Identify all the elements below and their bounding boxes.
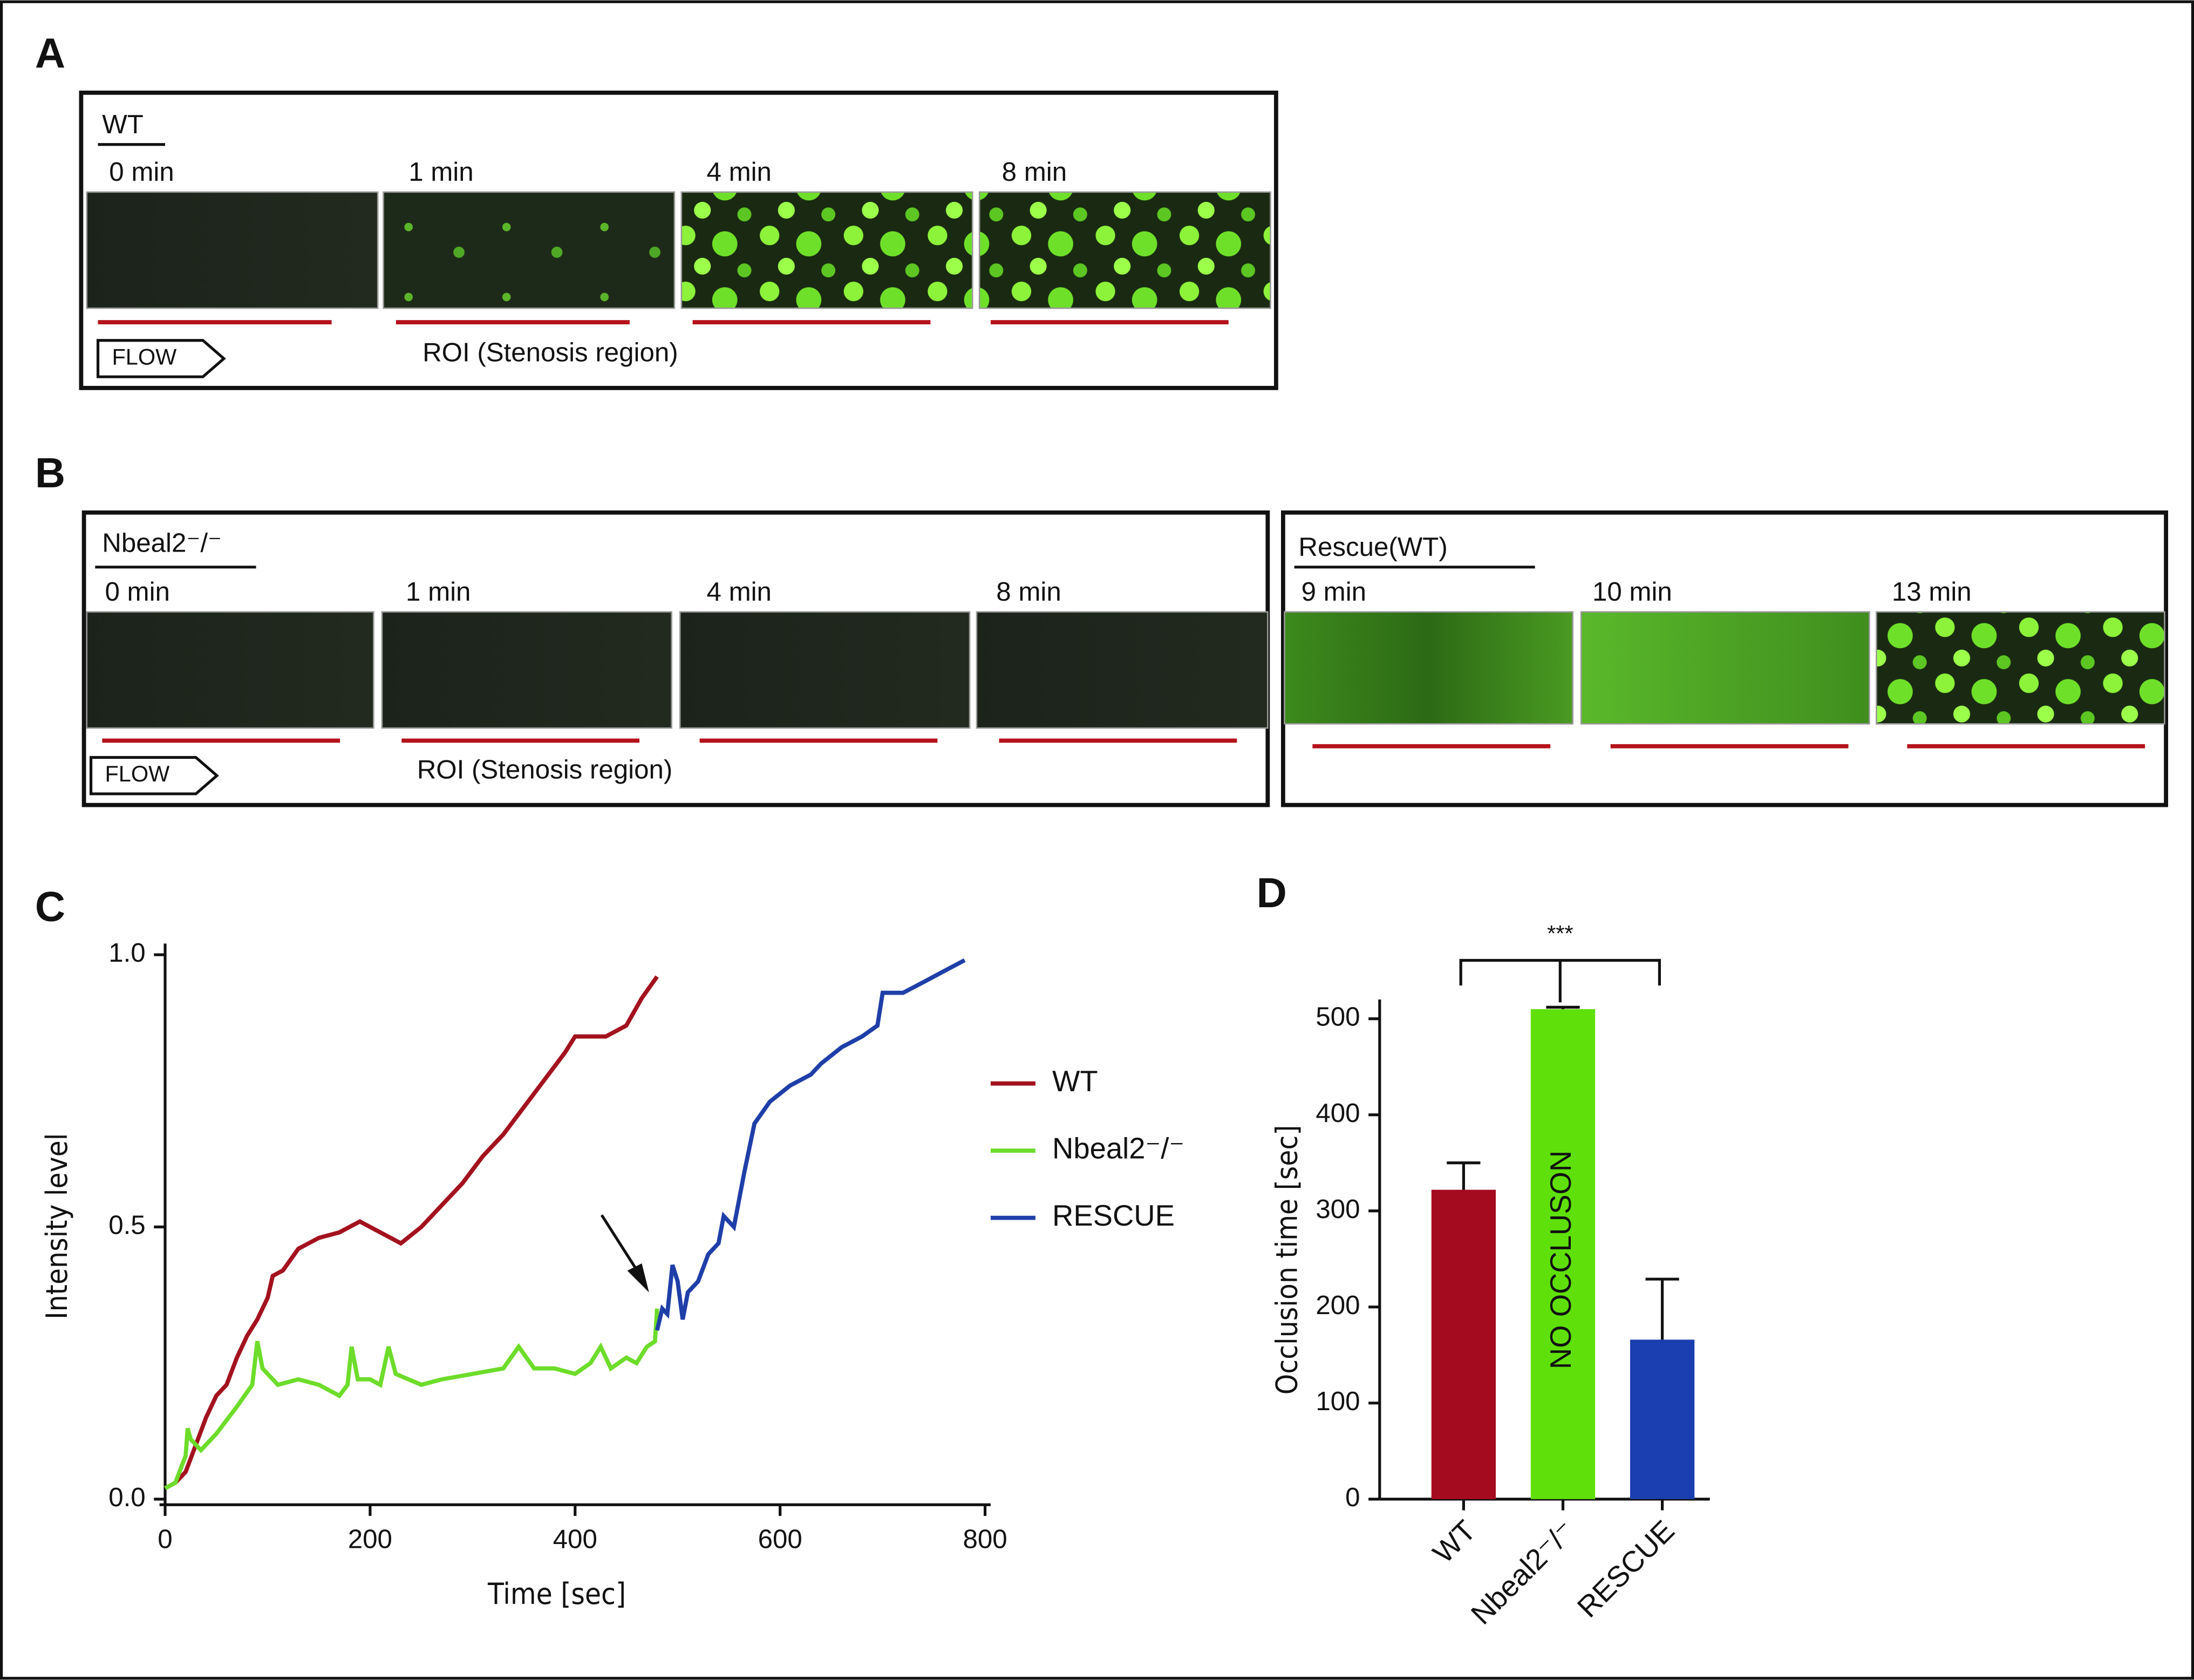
time-label: 0 min	[105, 577, 169, 607]
micrograph	[381, 611, 672, 729]
y-tick-label: 1.0	[108, 938, 145, 968]
x-tick-label: 800	[963, 1525, 1007, 1554]
x-tick-label: RESCUE	[1571, 1514, 1681, 1624]
x-tick-label: Nbeal2⁻/⁻	[1464, 1514, 1581, 1630]
significance-label: ***	[1547, 921, 1573, 946]
micrograph	[383, 191, 676, 309]
micrograph	[680, 191, 973, 309]
roi-label: ROI (Stenosis region)	[423, 338, 678, 368]
x-axis-title: Time [sec]	[487, 1576, 626, 1611]
legend-label: WT	[1052, 1065, 1098, 1098]
y-tick-label: 200	[1316, 1290, 1360, 1320]
bar	[1530, 1009, 1596, 1499]
micrograph	[86, 191, 379, 309]
y-tick-label: 300	[1316, 1194, 1360, 1224]
y-tick-label: 100	[1316, 1386, 1360, 1416]
series-line	[655, 958, 966, 1331]
micrograph	[86, 611, 374, 729]
time-label: 4 min	[707, 157, 772, 187]
flow-arrow	[89, 756, 219, 795]
panel-label: C	[35, 884, 65, 930]
significance-bracket	[1459, 958, 1661, 1003]
panel-label: A	[35, 30, 65, 77]
flow-label: FLOW	[105, 761, 169, 786]
y-tick-label: 0.5	[108, 1210, 145, 1240]
y-axis-title: Occlusion time [sec]	[1269, 1125, 1304, 1395]
bar	[1431, 1189, 1496, 1499]
time-label: 8 min	[996, 577, 1061, 607]
x-tick-label: 200	[348, 1525, 392, 1554]
micrograph	[1284, 611, 1573, 725]
group-label: Nbeal2⁻/⁻	[102, 528, 222, 557]
x-tick-label: 400	[553, 1525, 597, 1554]
y-tick-label: 500	[1316, 1002, 1360, 1032]
panel-box	[1280, 510, 2169, 807]
arrow-head	[627, 1263, 649, 1293]
bar-annotation: NO OCCLUSON	[1544, 1151, 1577, 1369]
series-line	[164, 975, 659, 1491]
time-label: 10 min	[1592, 577, 1672, 607]
flow-arrow	[96, 339, 226, 378]
y-axis-title: Intensity level	[39, 1133, 74, 1319]
time-label: 4 min	[707, 577, 772, 607]
micrograph	[1580, 611, 1870, 725]
micrograph	[978, 191, 1271, 309]
roi-label: ROI (Stenosis region)	[417, 754, 673, 784]
panel-label: D	[1257, 870, 1287, 916]
x-tick-label: 600	[758, 1525, 802, 1554]
y-tick-label: 0	[1345, 1482, 1360, 1512]
legend-label: RESCUE	[1052, 1199, 1175, 1232]
group-label: Rescue(WT)	[1298, 532, 1447, 562]
time-label: 9 min	[1302, 577, 1366, 607]
micrograph	[976, 611, 1269, 729]
time-label: 8 min	[1002, 157, 1067, 187]
bar	[1630, 1339, 1695, 1499]
x-tick-label: 0	[158, 1525, 172, 1554]
time-label: 1 min	[406, 577, 471, 607]
y-tick-label: 400	[1316, 1098, 1360, 1128]
time-label: 0 min	[109, 157, 174, 187]
x-tick-label: WT	[1427, 1514, 1482, 1569]
flow-label: FLOW	[112, 344, 176, 369]
panel-box	[79, 90, 1278, 390]
series-line	[164, 1308, 659, 1491]
panel-label: B	[35, 450, 65, 496]
legend-label: Nbeal2⁻/⁻	[1052, 1132, 1184, 1165]
micrograph	[1876, 611, 2165, 725]
micrograph	[679, 611, 971, 729]
group-label: WT	[102, 110, 144, 139]
y-tick-label: 0.0	[108, 1482, 145, 1512]
time-label: 13 min	[1892, 577, 1972, 607]
time-label: 1 min	[408, 157, 473, 187]
